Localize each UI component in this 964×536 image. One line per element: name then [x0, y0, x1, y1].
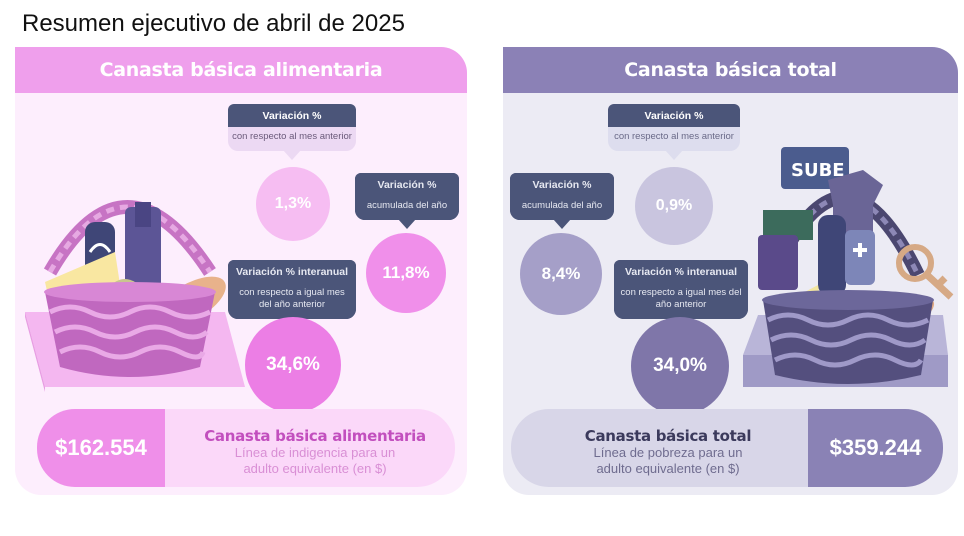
food-interannual-variation-value: 34,6%: [245, 317, 341, 413]
food-footer-label: Canasta básica alimentaria Línea de indi…: [175, 427, 455, 477]
food-amount: $162.554: [37, 409, 165, 487]
tag-description: con respecto a igual mes del año anterio…: [614, 283, 748, 319]
total-footer-subtitle: Línea de pobreza para un adulto equivale…: [593, 445, 743, 476]
total-footer-title: Canasta básica total: [584, 427, 752, 445]
total-panel-header: Canasta básica total: [503, 47, 958, 93]
food-footer-subtitle: Línea de indigencia para un adulto equiv…: [234, 445, 396, 476]
tag-description: acumulada del año: [510, 196, 614, 220]
food-accumulated-variation-value: 11,8%: [366, 233, 446, 313]
food-interannual-variation-tag: Variación % interanual con respecto a ig…: [228, 260, 356, 328]
food-footer-title: Canasta básica alimentaria: [204, 427, 426, 445]
total-interannual-variation-tag: Variación % interanual con respecto a ig…: [614, 260, 748, 328]
tag-heading: Variación %: [510, 173, 614, 196]
total-accumulated-variation-tag: Variación % acumulada del año: [510, 173, 614, 229]
sube-card-icon: SUBE: [781, 147, 849, 189]
food-basket-panel: Canasta básica alimentaria Variación % c…: [15, 47, 467, 495]
total-amount: $359.244: [808, 409, 943, 487]
tag-heading: Variación %: [228, 104, 356, 127]
food-panel-header: Canasta básica alimentaria: [15, 47, 467, 93]
food-footer-band: [145, 409, 455, 487]
total-interannual-variation-value: 34,0%: [631, 317, 729, 415]
total-monthly-variation-value: 0,9%: [635, 167, 713, 245]
tag-description: con respecto al mes anterior: [608, 127, 740, 151]
tag-heading: Variación %: [355, 173, 459, 196]
tag-heading: Variación %: [608, 104, 740, 127]
tag-description: con respecto a igual mes del año anterio…: [228, 283, 356, 319]
page-title: Resumen ejecutivo de abril de 2025: [22, 10, 405, 37]
total-footer-band: [511, 409, 821, 487]
total-monthly-variation-tag: Variación % con respecto al mes anterior: [608, 104, 740, 160]
total-basket-illustration: SUBE: [743, 147, 954, 387]
tag-description: con respecto al mes anterior: [228, 127, 356, 151]
food-monthly-variation-tag: Variación % con respecto al mes anterior: [228, 104, 356, 160]
tag-heading: Variación % interanual: [228, 260, 356, 283]
total-footer-label: Canasta básica total Línea de pobreza pa…: [533, 427, 803, 477]
food-basket-illustration: [25, 200, 245, 392]
total-accumulated-variation-value: 8,4%: [520, 233, 602, 315]
tag-heading: Variación % interanual: [614, 260, 748, 283]
food-accumulated-variation-tag: Variación % acumulada del año: [355, 173, 459, 229]
sube-card-label: SUBE: [791, 160, 845, 181]
total-basket-panel: Canasta básica total Variación % con res…: [503, 47, 958, 495]
tag-description: acumulada del año: [355, 196, 459, 220]
food-monthly-variation-value: 1,3%: [256, 167, 330, 241]
